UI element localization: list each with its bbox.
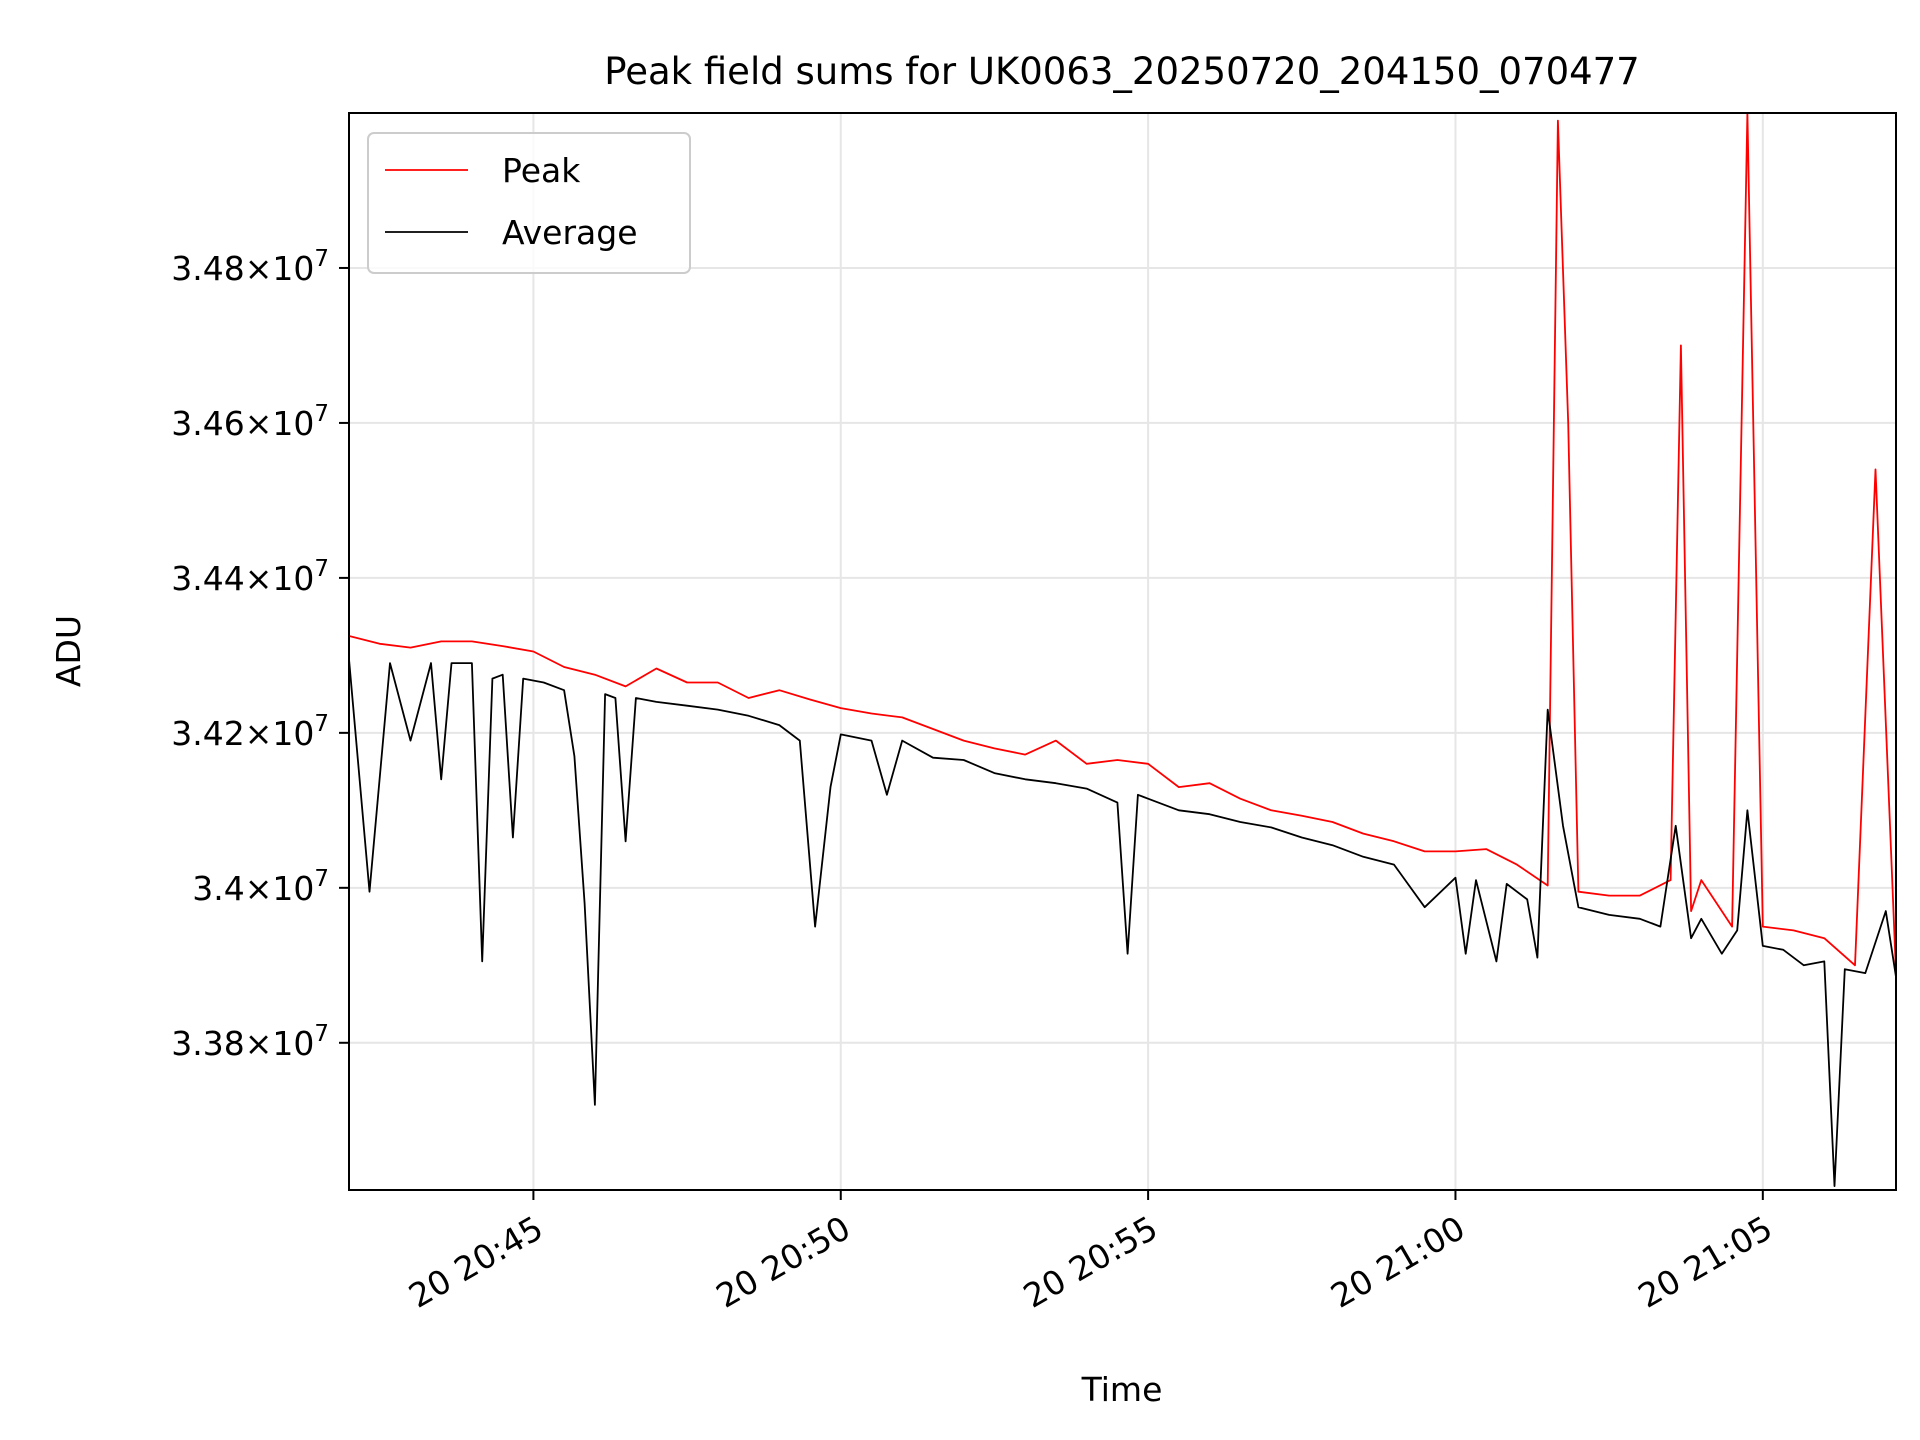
y-tick-label: 3.48×107 <box>171 246 329 288</box>
y-tick-label: 3.44×107 <box>171 556 329 598</box>
plot-area <box>349 113 1896 1190</box>
y-tick-label: 3.42×107 <box>171 711 329 753</box>
legend-label-average: Average <box>502 213 638 252</box>
y-axis: 3.38×107 3.4×107 3.42×107 3.44×107 3.46×107 3… <box>171 246 349 1063</box>
y-tick-label: 3.38×107 <box>171 1021 329 1063</box>
legend-box <box>367 132 691 274</box>
series-line-peak <box>349 113 1896 974</box>
series-line-average <box>349 659 1896 1187</box>
y-axis-label: ADU <box>49 615 88 687</box>
chart-title: Peak field sums for UK0063_20250720_2041… <box>604 50 1639 93</box>
legend-label-peak: Peak <box>502 151 581 190</box>
y-tick-label: 3.46×107 <box>171 401 329 443</box>
legend: Peak Average <box>367 132 691 274</box>
y-tick-label: 3.4×107 <box>192 866 329 908</box>
x-axis-label: Time <box>1081 1370 1163 1409</box>
plot-frame <box>348 112 1897 1191</box>
series-lines <box>349 113 1896 1187</box>
